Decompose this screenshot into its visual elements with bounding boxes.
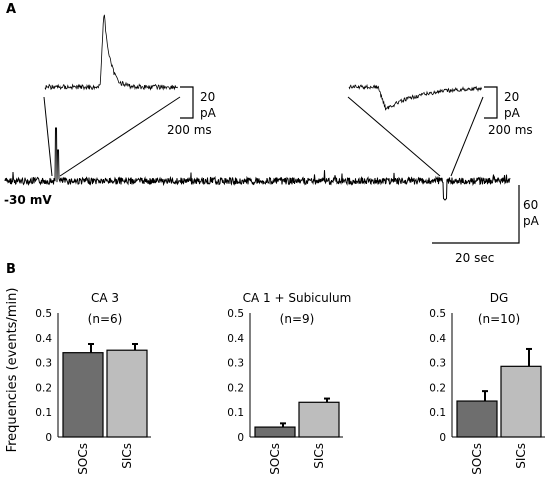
chart-2-category-label: SICs (514, 443, 528, 469)
zoom-line-right-1 (347, 96, 441, 177)
chart-0-y-tick-label: 0.5 (35, 308, 52, 320)
inset-sic-trace (348, 83, 482, 111)
panel-a-recording: 20 pA 200 ms 20 pA 200 ms -30 mV 60 pA 2… (4, 14, 540, 265)
chart-0-subtitle: (n=6) (88, 312, 123, 326)
panel-b-label: B (6, 262, 16, 277)
main-scale-amplitude: 60 (523, 198, 538, 212)
chart-1-y-tick-label: 0.3 (227, 358, 244, 370)
chart-2-y-tick-label: 0.4 (429, 333, 446, 345)
main-scale-time: 20 sec (455, 251, 494, 265)
chart-2-title: DG (490, 291, 509, 305)
chart-2-category-label: SOCs (470, 443, 484, 475)
chart-1-y-tick-label: 0.1 (227, 407, 244, 419)
panel-b-bar-charts: Frequencies (events/min) CA 3 (n=6) 0 0.1 0.… (5, 288, 545, 475)
chart-1-category-label: SOCs (268, 443, 282, 475)
inset-right-time: 200 ms (488, 123, 533, 137)
chart-1-y-tick-label: 0 (237, 432, 244, 444)
inset-left-time: 200 ms (167, 123, 212, 137)
holding-potential-label: -30 mV (4, 193, 52, 207)
chart-0-category-label: SOCs (76, 443, 90, 475)
chart-0-y-tick-label: 0.2 (35, 382, 52, 394)
main-current-trace (4, 127, 511, 201)
chart-1-y-tick-label: 0.2 (227, 382, 244, 394)
chart-2-y-tick-label: 0.1 (429, 407, 446, 419)
chart-2-y-tick-label: 0.5 (429, 308, 446, 320)
chart-0-title: CA 3 (91, 291, 119, 305)
inset-left-unit: pA (200, 106, 217, 120)
chart-1-y-tick-label: 0.4 (227, 333, 244, 345)
panel-a-label: A (6, 2, 17, 17)
chart-1-subtitle: (n=9) (280, 312, 315, 326)
chart-1-bar-sics (298, 401, 340, 438)
chart-1-title: CA 1 + Subiculum (243, 291, 352, 305)
zoom-line-left-1 (43, 96, 53, 177)
inset-soc-trace (44, 14, 178, 91)
inset-right-scale-bar (484, 86, 498, 119)
chart-2-y-tick-label: 0 (439, 432, 446, 444)
main-scale-bar (432, 185, 520, 244)
chart-0-bar-sics (106, 349, 148, 438)
chart-0-y-tick-label: 0.3 (35, 358, 52, 370)
chart-1-bar-socs (254, 426, 296, 438)
inset-left-scale-bar (180, 86, 194, 119)
y-axis-title: Frequencies (events/min) (5, 288, 20, 453)
chart-0-y-tick-label: 0 (45, 432, 52, 444)
chart-2-subtitle: (n=10) (478, 312, 520, 326)
inset-right-unit: pA (504, 106, 521, 120)
chart-0-bar-socs (62, 352, 104, 438)
chart-2-bar-sics (500, 365, 542, 438)
zoom-line-right-2 (450, 96, 484, 177)
chart-0-y-tick-label: 0.4 (35, 333, 52, 345)
chart-1-y-tick-label: 0.5 (227, 308, 244, 320)
inset-left-amplitude: 20 (200, 90, 215, 104)
chart-2-y-tick-label: 0.3 (429, 358, 446, 370)
chart-0-category-label: SICs (120, 443, 134, 469)
main-scale-unit: pA (523, 214, 540, 228)
chart-2-bar-socs (456, 400, 498, 438)
chart-1-category-label: SICs (312, 443, 326, 469)
inset-right-amplitude: 20 (504, 90, 519, 104)
chart-0-y-tick-label: 0.1 (35, 407, 52, 419)
chart-2-y-tick-label: 0.2 (429, 382, 446, 394)
zoom-line-left-2 (59, 96, 181, 177)
